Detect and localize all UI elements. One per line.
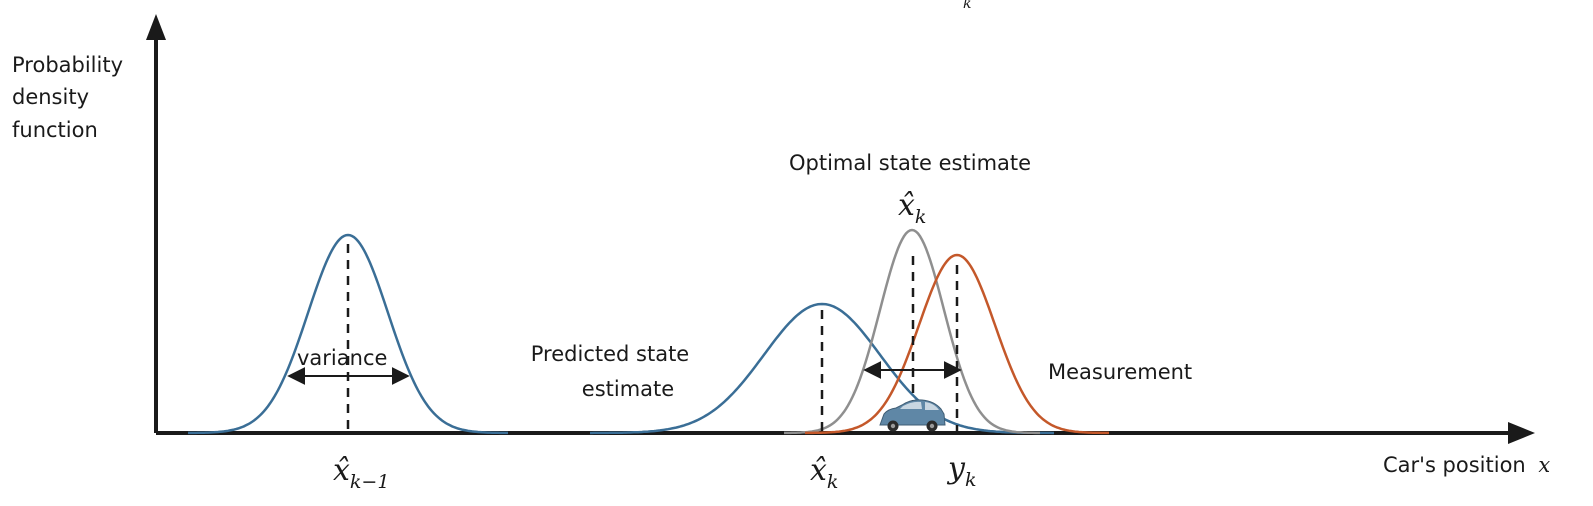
x-hat-k-predicted-label: x̂k [810,453,838,493]
distribution-curves [188,228,1109,435]
variance-label: variance [297,346,387,370]
optimal-state-label: Optimal state estimate [789,151,1031,175]
previous-state-curve [188,233,508,435]
y-k-measurement-label: yk [946,451,976,491]
x-axis-arrow [1508,422,1535,444]
mean-lines [346,244,959,433]
top-subscript: k [963,0,971,12]
x-axis-label: Car's position x [1383,453,1550,477]
y-axis-arrow [146,14,166,40]
predicted-state-label-line2: estimate [582,377,674,401]
car-icon [879,399,946,432]
y-axis-label-line2: density [12,85,89,109]
x-hat-k-minus-1-label: x̂k−1 [333,453,389,493]
predicted-state-curve [590,302,1054,435]
y-axis-label-line3: function [12,118,98,142]
axes [146,14,1535,444]
optimal-state-curve [784,228,1040,435]
measurement-label: Measurement [1048,360,1192,384]
y-axis-label-line1: Probability [12,53,123,77]
predicted-state-label-line1: Predicted state [531,342,689,366]
x-hat-k-optimal-label: x̂k [898,188,926,228]
measurement-curve [805,253,1109,435]
